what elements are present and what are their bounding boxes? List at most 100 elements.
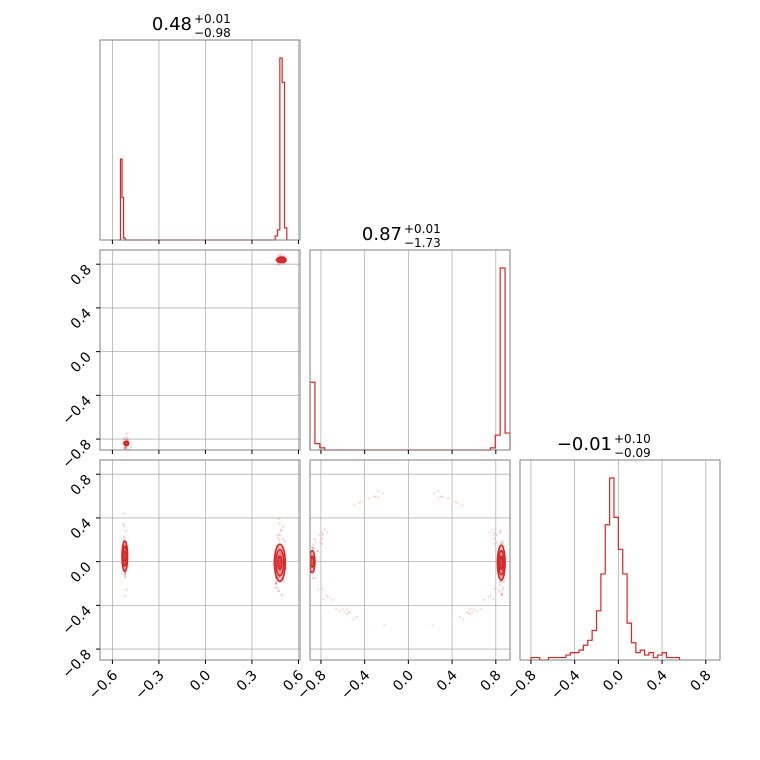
hist-bin	[662, 653, 666, 660]
hist-bin	[618, 549, 622, 660]
scatter-point	[123, 447, 126, 450]
scatter-point	[338, 610, 341, 613]
scatter-point	[124, 447, 127, 450]
scatter-point	[124, 572, 127, 576]
hist-bin	[570, 653, 574, 660]
scatter-point	[125, 438, 128, 441]
hist-bin	[597, 611, 601, 660]
scatter-point	[278, 551, 282, 555]
scatter-point	[274, 582, 277, 585]
scatter-point	[493, 531, 496, 535]
scatter-point	[471, 611, 474, 614]
scatter-point	[373, 495, 376, 498]
scatter-point	[322, 598, 325, 601]
axes-frame	[99, 39, 301, 241]
scatter-point	[122, 535, 125, 539]
scatter-point	[279, 253, 282, 256]
x-tick-label: 0.0	[390, 668, 417, 695]
scatter-point	[377, 490, 380, 493]
scatter-point	[316, 550, 319, 553]
scatter-point	[123, 574, 127, 577]
scatter-point	[321, 531, 324, 535]
scatter-point	[493, 537, 496, 540]
scatter-point	[310, 567, 314, 570]
scatter-point	[355, 615, 358, 619]
scatter-point	[311, 546, 315, 549]
hist-bin	[649, 653, 653, 660]
scatter-point	[311, 555, 314, 559]
scatter-point	[321, 537, 324, 540]
axes-frame	[519, 459, 721, 661]
hist-panel-p0: 0.48 +0.01−0.98	[99, 12, 301, 244]
x-tick-label: 0.4	[644, 667, 671, 694]
scatter-point	[311, 576, 315, 580]
hist-bin	[640, 650, 644, 660]
scatter-point	[496, 533, 499, 537]
title-lower: −1.73	[404, 236, 441, 250]
scatter-point	[123, 512, 126, 515]
scatter-point	[274, 581, 278, 585]
scatter-point	[334, 608, 338, 611]
scatter-point	[358, 501, 361, 504]
scatter-point	[123, 438, 126, 441]
scatter-point	[458, 615, 462, 619]
scatter-point	[316, 550, 320, 553]
hist-bin	[658, 655, 662, 660]
scatter-point	[276, 253, 280, 256]
scatter-point	[500, 593, 504, 596]
scatter-point	[122, 524, 126, 528]
scatter-point	[345, 608, 348, 611]
scatter-point	[439, 495, 443, 498]
scatter-point	[499, 541, 502, 544]
scatter-point	[314, 541, 318, 544]
scatter-point	[276, 263, 279, 266]
scatter-point	[312, 547, 315, 550]
scatter-point	[498, 550, 501, 553]
scatter-point	[343, 611, 346, 614]
scatter-point	[125, 446, 128, 449]
density-contour	[122, 551, 128, 562]
scatter-point	[326, 595, 329, 599]
y-tick-label: 0.4	[68, 515, 95, 542]
hist-panel-p1: 0.87 +0.01−1.73	[309, 222, 511, 454]
scatter-point	[431, 624, 434, 627]
scatter-point	[502, 580, 506, 583]
hist-step	[309, 267, 511, 451]
axes-frame	[309, 459, 511, 661]
scatter-point	[488, 531, 491, 534]
scatter-point	[279, 529, 283, 533]
hist-title: 0.48 +0.01−0.98	[152, 12, 231, 40]
density-contour	[277, 555, 283, 571]
x-tick-label: 0.8	[478, 668, 505, 695]
scatter-point	[283, 540, 287, 543]
scatter-point	[493, 542, 496, 545]
scatter-point	[278, 569, 281, 572]
scatter-point	[274, 580, 278, 583]
scatter-point	[282, 525, 285, 528]
scatter-point	[280, 528, 283, 531]
scatter-point	[276, 536, 280, 540]
scatter-point	[277, 589, 280, 593]
scatter-point	[498, 580, 501, 584]
scatter-point	[126, 438, 130, 442]
scatter-point	[456, 501, 459, 504]
hist-bin	[610, 478, 614, 660]
scatter-point	[500, 592, 503, 596]
hist-bin	[631, 643, 635, 660]
y-tick-label: 0.0	[68, 349, 95, 376]
scatter-point	[331, 598, 334, 602]
title-median: −0.01	[557, 434, 612, 455]
scatter-point	[278, 533, 282, 537]
scatter-point	[280, 593, 283, 597]
x-tick-label: 0.3	[234, 668, 261, 695]
scatter-point	[323, 528, 326, 531]
y-tick-label: −0.4	[59, 393, 94, 428]
scatter-point	[468, 612, 471, 616]
hist-bin	[500, 268, 505, 450]
scatter-point	[454, 500, 457, 503]
scatter-point	[502, 586, 505, 590]
scatter-point	[277, 546, 281, 550]
hist-bin	[592, 630, 596, 660]
scatter-point	[465, 610, 469, 614]
scatter-point	[501, 541, 504, 545]
